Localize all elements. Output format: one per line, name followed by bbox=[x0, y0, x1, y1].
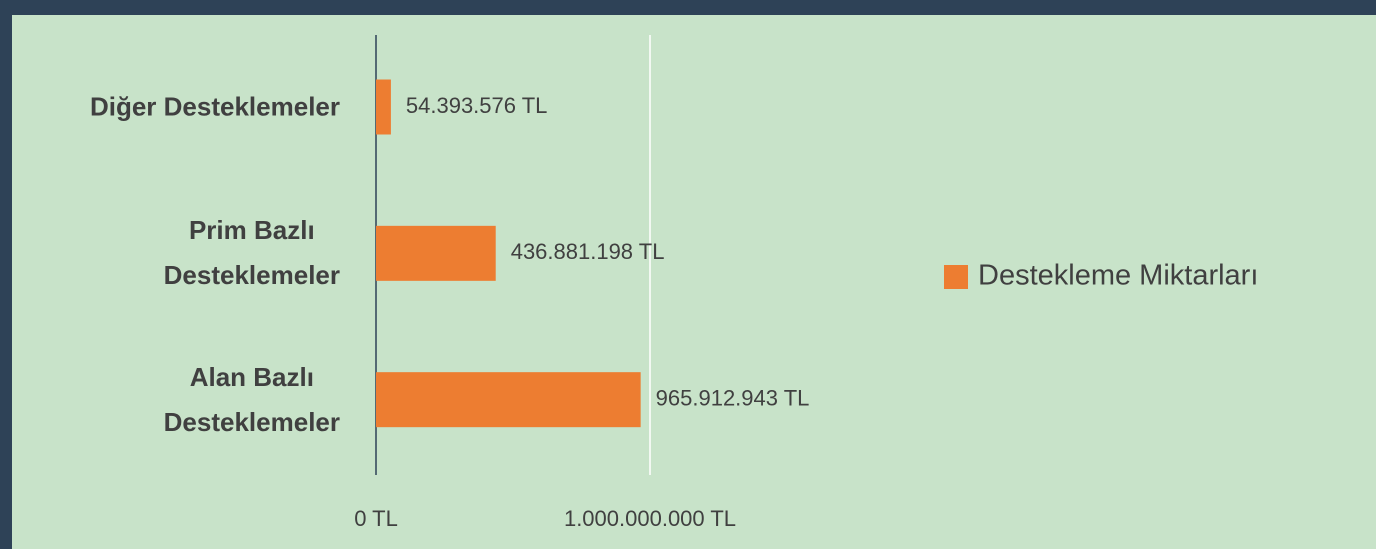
y-tick-label-box: Alan Bazlı Desteklemeler bbox=[164, 355, 340, 445]
x-tick-label: 1.000.000.000 TL bbox=[564, 506, 736, 531]
data-label: 54.393.576 TL bbox=[406, 93, 547, 118]
y-tick-label-box: Prim Bazlı Desteklemeler bbox=[164, 208, 340, 298]
bar bbox=[376, 225, 496, 281]
y-tick-label-box: Diğer Desteklemeler bbox=[90, 85, 340, 130]
y-tick-label: Diğer Desteklemeler bbox=[89, 91, 340, 122]
legend-swatch bbox=[944, 265, 968, 289]
x-tick-label: 0 TL bbox=[354, 506, 398, 531]
y-tick-label: Prim Bazlı Desteklemeler bbox=[163, 215, 340, 291]
y-tick-label: Alan Bazlı Desteklemeler bbox=[163, 361, 340, 437]
data-label: 965.912.943 TL bbox=[656, 385, 810, 410]
legend-label: Destekleme Miktarları bbox=[978, 260, 1258, 292]
bar bbox=[376, 372, 641, 428]
bar bbox=[376, 79, 391, 135]
chart-background bbox=[12, 15, 1376, 549]
data-label: 436.881.198 TL bbox=[511, 239, 665, 264]
